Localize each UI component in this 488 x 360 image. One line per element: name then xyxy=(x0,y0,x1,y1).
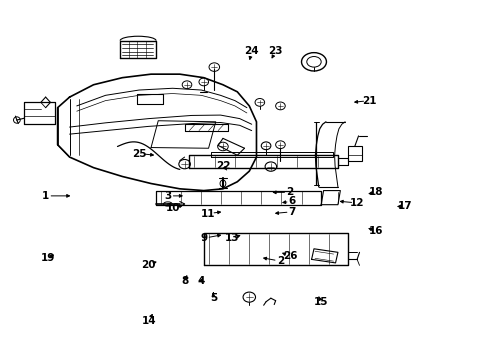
Text: 19: 19 xyxy=(41,253,55,262)
Text: 14: 14 xyxy=(141,316,156,326)
Text: 9: 9 xyxy=(200,233,207,243)
Text: 13: 13 xyxy=(225,233,239,243)
Text: 2: 2 xyxy=(276,256,284,266)
Text: 5: 5 xyxy=(209,293,217,303)
Text: 4: 4 xyxy=(197,275,204,285)
Text: 11: 11 xyxy=(201,208,215,219)
Text: 26: 26 xyxy=(282,251,297,261)
Text: 6: 6 xyxy=(288,196,295,206)
Text: 18: 18 xyxy=(368,187,383,197)
Text: 21: 21 xyxy=(361,96,376,105)
Text: 1: 1 xyxy=(42,191,49,201)
Text: 3: 3 xyxy=(164,191,171,201)
Text: 23: 23 xyxy=(268,46,283,56)
Text: 2: 2 xyxy=(286,187,293,197)
Text: 25: 25 xyxy=(132,149,146,158)
Text: 7: 7 xyxy=(288,207,296,217)
Text: 15: 15 xyxy=(313,297,328,307)
Text: 10: 10 xyxy=(165,203,180,213)
Text: 16: 16 xyxy=(368,226,383,236)
Text: 17: 17 xyxy=(397,202,411,211)
Text: 22: 22 xyxy=(215,161,230,171)
Text: 20: 20 xyxy=(141,260,156,270)
Text: 8: 8 xyxy=(181,275,188,285)
Text: 24: 24 xyxy=(244,46,259,56)
Text: 12: 12 xyxy=(349,198,364,208)
